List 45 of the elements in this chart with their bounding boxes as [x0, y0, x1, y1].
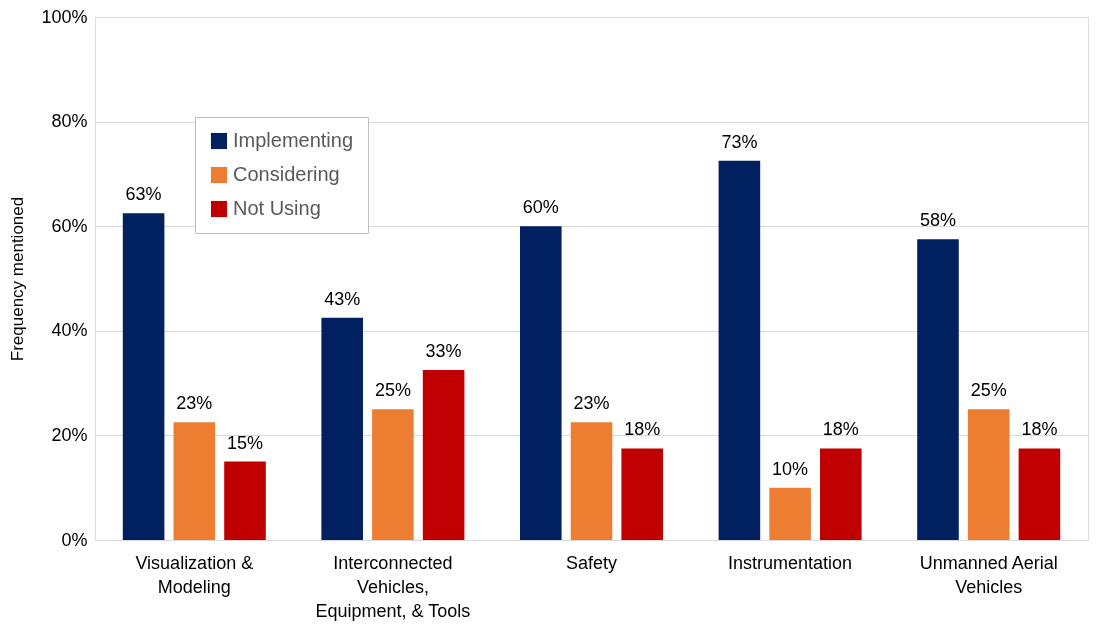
data-label: 73% — [721, 131, 758, 152]
bar — [321, 317, 363, 540]
legend-label: Not Using — [233, 197, 321, 219]
bar — [967, 409, 1010, 540]
bar — [570, 422, 613, 540]
legend-label: Considering — [233, 163, 340, 185]
y-tick-label: 80% — [51, 111, 88, 132]
data-label: 63% — [125, 184, 162, 205]
bar — [173, 422, 216, 540]
data-label: 25% — [374, 380, 411, 401]
data-label: 10% — [772, 458, 809, 479]
y-axis-title: Frequency mentioned — [8, 196, 28, 362]
bar — [422, 370, 465, 540]
legend-label: Implementing — [233, 129, 354, 151]
bar — [621, 448, 663, 540]
bar — [820, 448, 862, 540]
data-label: 43% — [324, 288, 361, 309]
bar — [718, 160, 761, 540]
data-label: 23% — [176, 393, 213, 414]
x-tick-label: Visualization & Modeling — [135, 552, 254, 597]
data-label: 60% — [522, 197, 559, 218]
y-tick-label: 40% — [51, 320, 88, 341]
x-tick-label: Safety — [565, 552, 618, 573]
bar — [122, 213, 165, 540]
y-tick-label: 100% — [41, 6, 88, 27]
x-tick-label: Instrumentation — [728, 552, 853, 573]
bar — [520, 226, 562, 540]
data-label: 58% — [919, 210, 957, 231]
bar — [917, 239, 959, 540]
data-label: 25% — [970, 380, 1007, 401]
data-label: 33% — [425, 341, 462, 362]
bar — [1018, 448, 1061, 540]
y-tick-label: 0% — [61, 529, 88, 550]
bar — [224, 461, 266, 540]
y-tick-label: 60% — [51, 215, 88, 236]
data-label: 18% — [624, 419, 661, 440]
data-label: 23% — [573, 393, 610, 414]
data-label: 18% — [1021, 419, 1058, 440]
data-label: 15% — [226, 432, 264, 453]
data-label: 18% — [822, 419, 859, 440]
x-tick-label: Unmanned Aerial Vehicles — [919, 552, 1058, 597]
bar — [769, 487, 811, 540]
x-tick-label: Interconnected Vehicles, Equipment, & Tools — [315, 552, 471, 621]
y-tick-label: 20% — [51, 424, 88, 445]
bar — [372, 409, 414, 540]
